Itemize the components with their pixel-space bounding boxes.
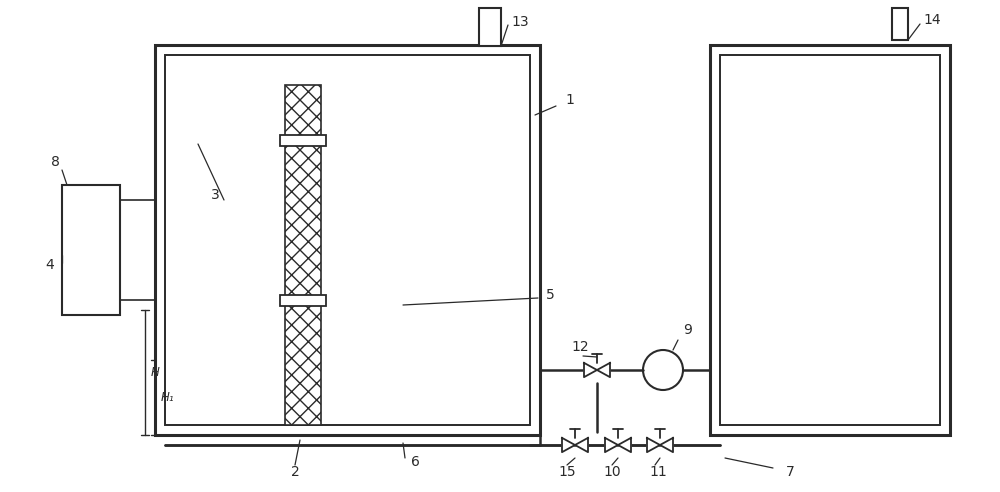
Text: 9: 9	[684, 323, 692, 337]
Bar	[280, 135, 326, 146]
Bar	[710, 45, 950, 435]
Polygon shape	[618, 438, 631, 452]
Polygon shape	[584, 363, 597, 377]
Bar	[721, 185, 939, 424]
Text: 7: 7	[786, 465, 794, 479]
Bar	[892, 8, 908, 40]
Bar	[165, 55, 530, 425]
Text: 4: 4	[46, 258, 54, 272]
Bar	[479, 8, 501, 46]
Text: 15: 15	[558, 465, 576, 479]
Polygon shape	[647, 438, 660, 452]
Text: 1: 1	[566, 93, 574, 107]
Text: 14: 14	[923, 13, 941, 27]
Bar	[62, 185, 120, 315]
Polygon shape	[597, 363, 610, 377]
Text: 5: 5	[546, 288, 554, 302]
Text: 6: 6	[411, 455, 419, 469]
Text: 2: 2	[291, 465, 299, 479]
Text: 13: 13	[511, 15, 529, 29]
Polygon shape	[660, 438, 673, 452]
Bar	[155, 45, 540, 435]
Bar	[720, 55, 940, 425]
Text: 10: 10	[603, 465, 621, 479]
Polygon shape	[575, 438, 588, 452]
Text: 11: 11	[649, 465, 667, 479]
Bar	[280, 295, 326, 306]
Polygon shape	[562, 438, 575, 452]
Text: 3: 3	[211, 188, 219, 202]
Text: H₁: H₁	[161, 391, 175, 404]
Bar	[166, 310, 529, 424]
Text: H: H	[151, 366, 160, 379]
Text: 12: 12	[571, 340, 589, 354]
Polygon shape	[605, 438, 618, 452]
Text: 8: 8	[51, 155, 59, 169]
Bar	[285, 85, 321, 425]
